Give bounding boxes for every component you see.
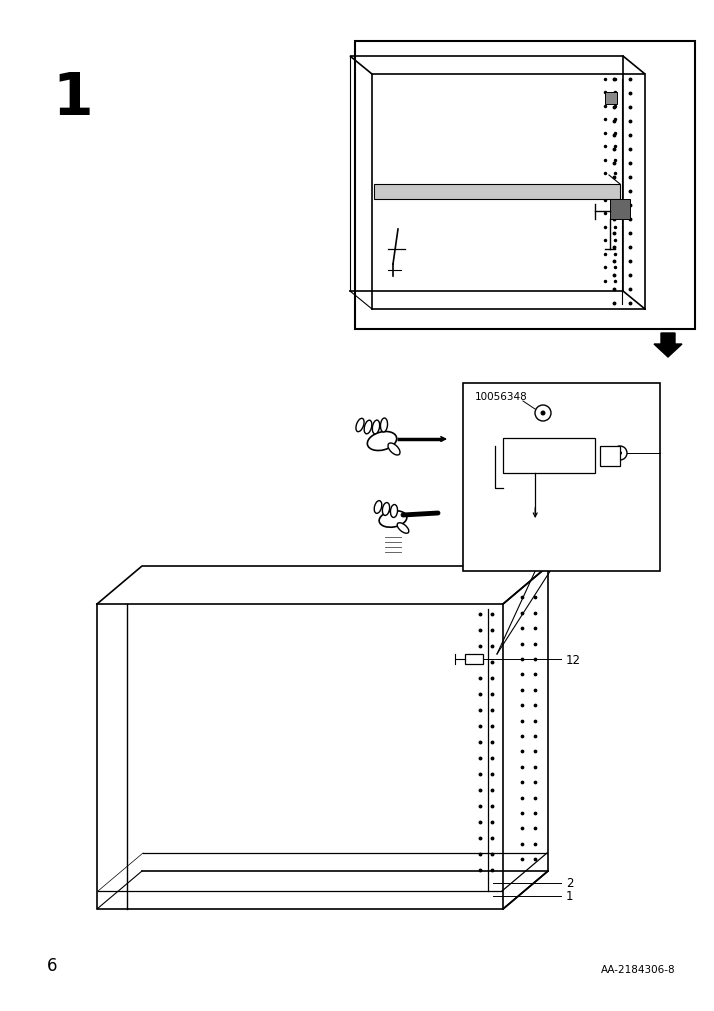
Text: 2: 2: [566, 877, 573, 890]
Ellipse shape: [388, 444, 400, 456]
Text: AA-2184306-8: AA-2184306-8: [601, 964, 676, 974]
Ellipse shape: [381, 419, 388, 433]
Polygon shape: [654, 334, 682, 358]
Text: 1: 1: [566, 890, 573, 903]
Ellipse shape: [372, 421, 380, 435]
Ellipse shape: [356, 419, 364, 433]
Bar: [355, 42, 695, 330]
Ellipse shape: [391, 506, 398, 518]
Bar: [463, 383, 660, 571]
Bar: [605, 93, 617, 105]
Text: 12: 12: [566, 653, 581, 666]
Circle shape: [540, 411, 545, 417]
Text: 6: 6: [47, 956, 58, 974]
Text: 10056348: 10056348: [475, 391, 528, 401]
Ellipse shape: [364, 421, 372, 435]
Ellipse shape: [367, 432, 397, 451]
Ellipse shape: [379, 512, 407, 528]
Ellipse shape: [397, 524, 409, 534]
Ellipse shape: [383, 503, 390, 516]
Bar: [465, 654, 483, 664]
Bar: [374, 185, 620, 200]
Circle shape: [618, 452, 622, 456]
Bar: [503, 439, 595, 473]
Text: 1: 1: [52, 70, 93, 126]
Ellipse shape: [374, 501, 382, 514]
Bar: [600, 446, 620, 466]
Bar: [610, 200, 630, 219]
